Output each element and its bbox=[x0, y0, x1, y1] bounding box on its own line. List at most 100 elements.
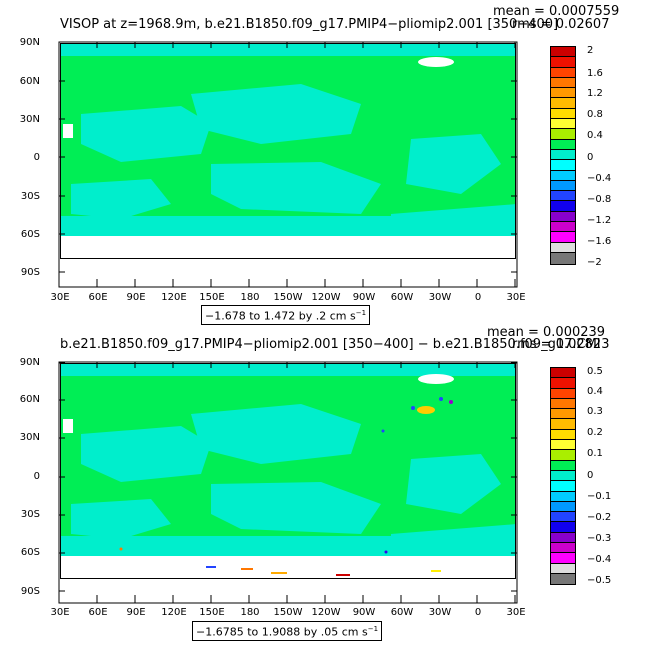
colorbar-swatch bbox=[551, 160, 575, 171]
colorbar-label: −0.8 bbox=[587, 194, 612, 205]
colorbar-swatch bbox=[551, 67, 575, 78]
colorbar-swatch bbox=[551, 409, 575, 420]
contour-range-label: −1.6785 to 1.9088 by .05 cm s−1 bbox=[192, 621, 383, 641]
lon-label: 30E bbox=[50, 607, 70, 618]
lon-label: 90W bbox=[352, 607, 376, 618]
axis-frame bbox=[58, 361, 518, 604]
lon-label: 150E bbox=[199, 292, 225, 303]
range-text: −1.6785 to 1.9088 by .05 cm s bbox=[196, 625, 368, 639]
field-shading bbox=[61, 364, 515, 578]
lon-label: 60E bbox=[88, 607, 108, 618]
colorbar-swatch bbox=[551, 211, 575, 223]
mean-value: mean = 0.0007559 bbox=[493, 4, 620, 19]
map-plot bbox=[60, 363, 516, 579]
colorbar-swatch bbox=[551, 378, 575, 389]
panel-title: b.e21.B1850.f09_g17.PMIP4−pliomip2.001 [… bbox=[60, 337, 601, 352]
colorbar-swatch bbox=[551, 222, 575, 233]
lat-label: 30N bbox=[19, 432, 40, 443]
colorbar-label: 0.8 bbox=[587, 109, 603, 120]
colorbar-swatch bbox=[551, 170, 575, 181]
range-exponent: −1 bbox=[367, 625, 379, 633]
lat-label: 0 bbox=[33, 471, 40, 482]
colorbar-swatch bbox=[551, 88, 575, 99]
colorbar-swatch bbox=[551, 419, 575, 430]
contour-range-label: −1.678 to 1.472 by .2 cm s−1 bbox=[201, 305, 371, 325]
lat-label: 90S bbox=[20, 586, 40, 597]
colorbar-label: −0.1 bbox=[587, 491, 612, 502]
lon-label: 60E bbox=[88, 292, 108, 303]
lon-label: 30W bbox=[428, 607, 452, 618]
lon-label: 180 bbox=[240, 607, 260, 618]
colorbar-swatch bbox=[551, 252, 575, 264]
lat-label: 60N bbox=[19, 394, 40, 405]
colorbar-swatch bbox=[551, 98, 575, 109]
lon-label: 90E bbox=[126, 292, 146, 303]
colorbar-swatch bbox=[551, 573, 575, 584]
colorbar-swatch bbox=[551, 450, 575, 461]
colorbar-swatch bbox=[551, 440, 575, 451]
colorbar-swatch bbox=[551, 139, 575, 150]
colorbar-swatch bbox=[551, 522, 575, 533]
colorbar-swatch bbox=[551, 388, 575, 399]
rms-value: rms = 0.02823 bbox=[512, 337, 610, 352]
panel-top: VISOP at z=1968.9m, b.e21.B1850.f09_g17.… bbox=[0, 0, 647, 325]
field-shading bbox=[61, 44, 515, 258]
lat-label: 90S bbox=[20, 267, 40, 278]
colorbar-swatch bbox=[551, 57, 575, 68]
lat-label: 90N bbox=[19, 357, 40, 368]
lat-label: 60N bbox=[19, 76, 40, 87]
lon-label: 30E bbox=[506, 292, 526, 303]
colorbar-label: −1.2 bbox=[587, 215, 612, 226]
colorbar-swatch bbox=[551, 119, 575, 130]
colorbar-label: 0.3 bbox=[587, 406, 603, 417]
lat-label: 60S bbox=[20, 547, 40, 558]
colorbar-swatch bbox=[551, 491, 575, 502]
colorbar-label: 0 bbox=[587, 152, 594, 163]
colorbar-swatch bbox=[551, 398, 575, 410]
lat-label: 90N bbox=[19, 37, 40, 48]
colorbar-swatch bbox=[551, 501, 575, 513]
colorbar-label: 0.4 bbox=[587, 386, 603, 397]
mean-value: mean = 0.000239 bbox=[487, 325, 606, 340]
panel-title: VISOP at z=1968.9m, b.e21.B1850.f09_g17.… bbox=[60, 17, 559, 32]
lon-label: 120W bbox=[311, 607, 341, 618]
lon-label: 30E bbox=[50, 292, 70, 303]
colorbar-swatch bbox=[551, 429, 575, 441]
colorbar-swatch bbox=[551, 47, 575, 58]
lat-label: 30S bbox=[20, 191, 40, 202]
colorbar-swatch bbox=[551, 512, 575, 523]
colorbar-label: 0 bbox=[587, 470, 594, 481]
lat-label: 0 bbox=[33, 152, 40, 163]
lon-label: 30W bbox=[428, 292, 452, 303]
colorbar-swatch bbox=[551, 553, 575, 564]
colorbar-label: −2 bbox=[587, 257, 602, 268]
colorbar-swatch bbox=[551, 149, 575, 161]
range-exponent: −1 bbox=[355, 309, 367, 317]
colorbar-label: 1.6 bbox=[587, 68, 603, 79]
colorbar-label: 2 bbox=[587, 45, 594, 56]
lon-label: 60W bbox=[390, 292, 414, 303]
colorbar-label: −0.3 bbox=[587, 533, 612, 544]
colorbar-swatch bbox=[551, 532, 575, 544]
axis-frame bbox=[58, 41, 518, 288]
lon-label: 90W bbox=[352, 292, 376, 303]
lat-label: 60S bbox=[20, 229, 40, 240]
colorbar-label: −0.4 bbox=[587, 554, 612, 565]
colorbar-swatch bbox=[551, 460, 575, 471]
colorbar-swatch bbox=[551, 108, 575, 120]
colorbar bbox=[550, 367, 576, 585]
colorbar-swatch bbox=[551, 232, 575, 243]
lon-label: 0 bbox=[474, 292, 482, 303]
lon-label: 180 bbox=[240, 292, 260, 303]
colorbar-label: −0.5 bbox=[587, 575, 612, 586]
lon-label: 30E bbox=[506, 607, 526, 618]
lon-label: 90E bbox=[126, 607, 146, 618]
colorbar-label: 0.1 bbox=[587, 448, 603, 459]
panel-bottom: b.e21.B1850.f09_g17.PMIP4−pliomip2.001 [… bbox=[0, 323, 647, 647]
lon-label: 120E bbox=[161, 607, 187, 618]
colorbar-label: −0.2 bbox=[587, 512, 612, 523]
map-plot bbox=[60, 43, 516, 259]
lat-label: 30N bbox=[19, 114, 40, 125]
colorbar-swatch bbox=[551, 543, 575, 554]
colorbar-label: 0.5 bbox=[587, 366, 603, 377]
